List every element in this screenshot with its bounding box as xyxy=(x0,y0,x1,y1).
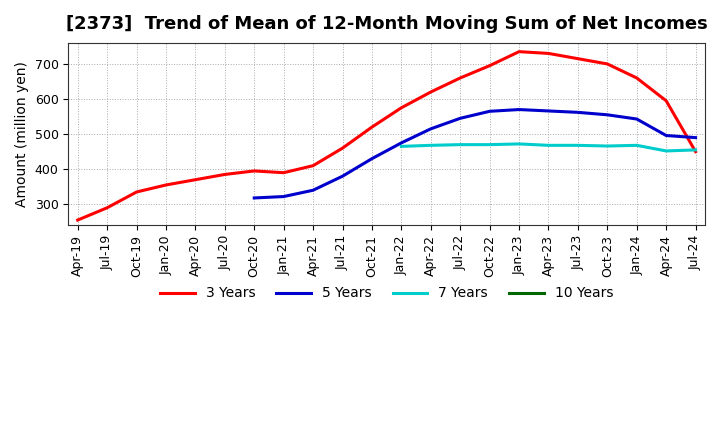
3 Years xyxy=(544,51,553,56)
Legend: 3 Years, 5 Years, 7 Years, 10 Years: 3 Years, 5 Years, 7 Years, 10 Years xyxy=(155,281,618,306)
3 Years xyxy=(162,182,171,187)
3 Years xyxy=(397,105,405,110)
5 Years xyxy=(632,116,641,121)
5 Years xyxy=(662,133,670,138)
3 Years xyxy=(691,149,700,154)
7 Years xyxy=(485,142,494,147)
3 Years xyxy=(338,146,347,151)
3 Years xyxy=(574,56,582,61)
3 Years xyxy=(632,75,641,81)
7 Years xyxy=(691,147,700,153)
3 Years xyxy=(279,170,288,175)
7 Years xyxy=(397,144,405,149)
7 Years xyxy=(662,148,670,154)
5 Years xyxy=(368,156,377,161)
7 Years xyxy=(544,143,553,148)
3 Years xyxy=(191,177,199,182)
5 Years xyxy=(515,107,523,112)
5 Years xyxy=(691,135,700,140)
Line: 3 Years: 3 Years xyxy=(78,51,696,220)
3 Years xyxy=(250,169,258,174)
7 Years xyxy=(603,143,611,149)
3 Years xyxy=(73,217,82,223)
7 Years xyxy=(515,141,523,147)
5 Years xyxy=(397,140,405,146)
3 Years xyxy=(309,163,318,169)
5 Years xyxy=(338,173,347,179)
3 Years xyxy=(515,49,523,54)
7 Years xyxy=(426,143,435,148)
5 Years xyxy=(485,109,494,114)
7 Years xyxy=(456,142,464,147)
7 Years xyxy=(632,143,641,148)
3 Years xyxy=(220,172,229,177)
Line: 5 Years: 5 Years xyxy=(254,110,696,198)
5 Years xyxy=(603,112,611,117)
3 Years xyxy=(426,89,435,95)
5 Years xyxy=(544,108,553,114)
3 Years xyxy=(456,75,464,81)
5 Years xyxy=(574,110,582,115)
5 Years xyxy=(456,116,464,121)
3 Years xyxy=(662,98,670,103)
7 Years xyxy=(574,143,582,148)
3 Years xyxy=(132,189,141,194)
5 Years xyxy=(309,187,318,193)
3 Years xyxy=(368,125,377,130)
5 Years xyxy=(426,126,435,132)
Title: [2373]  Trend of Mean of 12-Month Moving Sum of Net Incomes: [2373] Trend of Mean of 12-Month Moving … xyxy=(66,15,708,33)
3 Years xyxy=(603,61,611,66)
3 Years xyxy=(103,205,112,210)
Y-axis label: Amount (million yen): Amount (million yen) xyxy=(15,61,29,207)
5 Years xyxy=(279,194,288,199)
3 Years xyxy=(485,63,494,68)
5 Years xyxy=(250,195,258,201)
Line: 7 Years: 7 Years xyxy=(401,144,696,151)
